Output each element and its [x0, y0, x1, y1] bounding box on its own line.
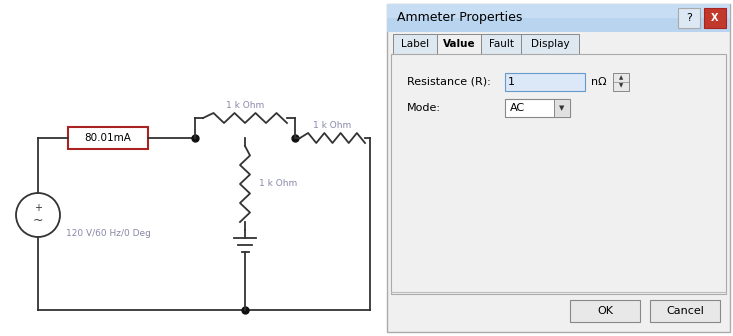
Text: ▼: ▼	[619, 84, 623, 88]
Text: Value: Value	[443, 39, 475, 49]
Text: Ammeter Properties: Ammeter Properties	[397, 11, 523, 25]
Text: 120 V/60 Hz/0 Deg: 120 V/60 Hz/0 Deg	[66, 228, 151, 238]
Bar	[505, 99, 570, 117]
Bar	[387, 4, 730, 332]
Bar	[481, 34, 521, 54]
Text: 1 k Ohm: 1 k Ohm	[226, 101, 264, 111]
Bar	[521, 34, 579, 54]
Bar	[613, 73, 629, 91]
Bar	[650, 300, 720, 322]
Bar	[391, 54, 726, 294]
Text: 1 k Ohm: 1 k Ohm	[314, 122, 352, 130]
Bar	[393, 34, 437, 54]
Text: ?: ?	[686, 13, 692, 23]
Bar	[554, 99, 570, 117]
Text: Label: Label	[401, 39, 429, 49]
Text: ▲: ▲	[619, 76, 623, 81]
Bar	[570, 300, 640, 322]
Text: X: X	[711, 13, 719, 23]
Bar	[505, 73, 585, 91]
Bar	[437, 34, 481, 54]
Text: Cancel: Cancel	[666, 306, 704, 316]
Text: nΩ: nΩ	[591, 77, 607, 87]
Text: Fault: Fault	[488, 39, 514, 49]
Text: OK: OK	[597, 306, 613, 316]
Text: ▼: ▼	[559, 105, 564, 111]
Text: 1: 1	[508, 77, 515, 87]
Bar	[0, 0, 383, 336]
Bar	[678, 8, 700, 28]
Text: +: +	[34, 203, 42, 213]
Text: Resistance (R):: Resistance (R):	[407, 77, 491, 87]
Bar	[704, 8, 726, 28]
Text: AC: AC	[510, 103, 525, 113]
Text: Display: Display	[531, 39, 570, 49]
Bar	[68, 127, 148, 149]
Bar	[387, 4, 730, 32]
Text: ~: ~	[33, 213, 43, 226]
Text: 80.01mA: 80.01mA	[84, 133, 131, 143]
Text: 1 k Ohm: 1 k Ohm	[259, 179, 298, 188]
Bar	[387, 4, 730, 18]
Text: Mode:: Mode:	[407, 103, 441, 113]
